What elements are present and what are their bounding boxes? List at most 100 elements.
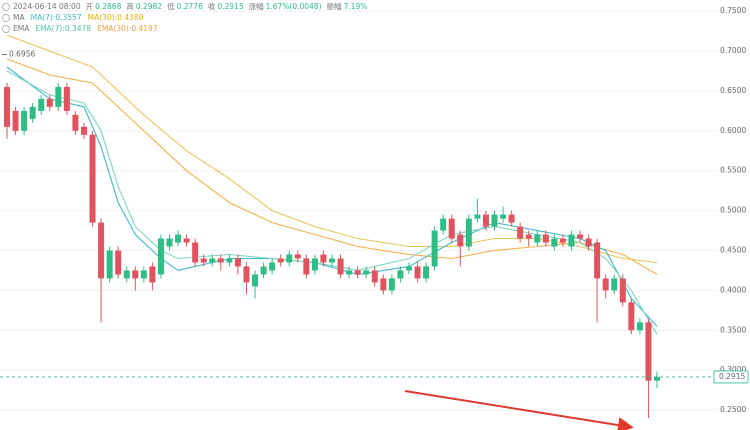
candle-body — [577, 234, 584, 239]
candle-body — [559, 238, 566, 243]
candle-body — [551, 238, 558, 247]
candle-body — [243, 266, 250, 283]
candle-body — [611, 278, 618, 291]
field-label: 低 — [167, 1, 175, 11]
last-price-label: 0.2915 — [719, 372, 745, 381]
candle-body — [517, 226, 524, 239]
icon — [2, 25, 10, 33]
candle-body — [149, 266, 156, 283]
candle-body — [80, 126, 87, 135]
candle-body — [209, 258, 216, 263]
field-value: 0.2868 — [95, 2, 121, 11]
field-label: 振幅 — [327, 1, 342, 11]
candle-body — [29, 106, 36, 119]
candle-body — [269, 262, 276, 271]
candle-body — [585, 238, 592, 247]
field-value: 1.67%(0.0048) — [266, 2, 322, 11]
candle-body — [525, 234, 532, 239]
candle-body — [594, 242, 601, 279]
candle-body — [63, 86, 70, 111]
icon — [2, 3, 10, 11]
y-tick-label: 0.5500 — [720, 166, 746, 175]
candle-body — [534, 234, 541, 243]
candle-body — [654, 376, 660, 381]
candle-body — [183, 238, 190, 243]
indicator-value: MA(7):0.3557 — [31, 13, 82, 22]
candle-body — [123, 270, 130, 279]
indicator-row: EMA EMA(7):0.3478 EMA(30):0.4197 — [13, 24, 158, 33]
arrow-annotation — [404, 390, 634, 430]
candle-body — [98, 222, 105, 279]
candle-body — [457, 234, 464, 247]
field-value: 0.2776 — [177, 2, 203, 11]
max-marker-label: 0.6956 — [9, 50, 35, 59]
indicator-line — [6, 58, 658, 275]
candle-body — [508, 214, 515, 223]
candle-body — [217, 258, 224, 263]
candle-body — [175, 234, 182, 243]
candle-body — [329, 258, 335, 263]
candle-body — [132, 270, 139, 279]
candle-body — [431, 230, 438, 267]
candle-body — [337, 258, 344, 275]
candle-body — [602, 278, 609, 291]
field-label: 收 — [208, 1, 216, 11]
candle-body — [4, 86, 10, 127]
candle-body — [414, 266, 421, 279]
candle-body — [371, 270, 378, 283]
candle-body — [311, 258, 318, 271]
candle-body — [115, 250, 122, 275]
y-tick-label: 0.6000 — [720, 126, 746, 135]
candle-body — [568, 234, 575, 247]
candle-body — [491, 214, 498, 227]
candle-body — [423, 266, 430, 279]
candle-body — [482, 214, 489, 227]
y-tick-label: 0.7500 — [720, 6, 746, 15]
grid: 0.7500 0.7000 0.6500 0.6000 0.5500 0.5000 0.45… — [0, 6, 746, 414]
candles — [4, 82, 660, 419]
candle-body — [252, 274, 259, 287]
y-tick-label: 0.4500 — [720, 246, 746, 255]
y-tick-label: 0.7000 — [720, 46, 746, 55]
candle-body — [380, 278, 387, 291]
candle-body — [448, 218, 455, 239]
indicator-label: MA — [13, 13, 25, 22]
candle-body — [12, 110, 19, 131]
field-value: 0.2982 — [136, 2, 162, 11]
candle-body — [397, 270, 404, 279]
ohlc-row: 2024-06-14 08:00 开 0.2868 高 0.2982 低 0.2776 收 0.… — [13, 1, 367, 11]
candle-body — [166, 238, 173, 247]
candle-body — [89, 134, 96, 223]
last-price-box — [713, 370, 749, 384]
y-tick-label: 0.2500 — [720, 405, 746, 414]
indicator-value: EMA(7):0.3478 — [35, 24, 91, 33]
candle-body — [619, 278, 626, 303]
candle-body — [260, 266, 267, 275]
field-label: 高 — [126, 1, 134, 11]
indicator-label: EMA — [13, 24, 30, 33]
indicator-value: EMA(30):0.4197 — [97, 24, 158, 33]
candle-body — [440, 218, 447, 231]
y-tick-label: 0.6500 — [720, 86, 746, 95]
indicator-row: MA MA(7):0.3557 MA(30):0.4380 — [13, 13, 144, 22]
field-label: 涨幅 — [249, 1, 264, 11]
field-value: 0.2915 — [217, 2, 243, 11]
candle-body — [286, 254, 293, 263]
y-tick-label: 0.5000 — [720, 206, 746, 215]
candle-body — [21, 110, 28, 131]
candle-body — [46, 98, 53, 107]
y-tick-label: 0.3000 — [720, 365, 746, 374]
candle-body — [140, 270, 147, 279]
candle-body — [38, 98, 45, 111]
overlay: 0.6956 0.2915 — [0, 50, 749, 384]
candle-body — [303, 258, 310, 275]
candle-body — [363, 270, 370, 275]
candle-body — [645, 322, 652, 381]
candle-body — [320, 254, 327, 263]
candle-body — [388, 278, 395, 291]
candle-body — [346, 270, 353, 275]
candle-body — [200, 258, 207, 263]
field-label: 开 — [86, 2, 94, 11]
